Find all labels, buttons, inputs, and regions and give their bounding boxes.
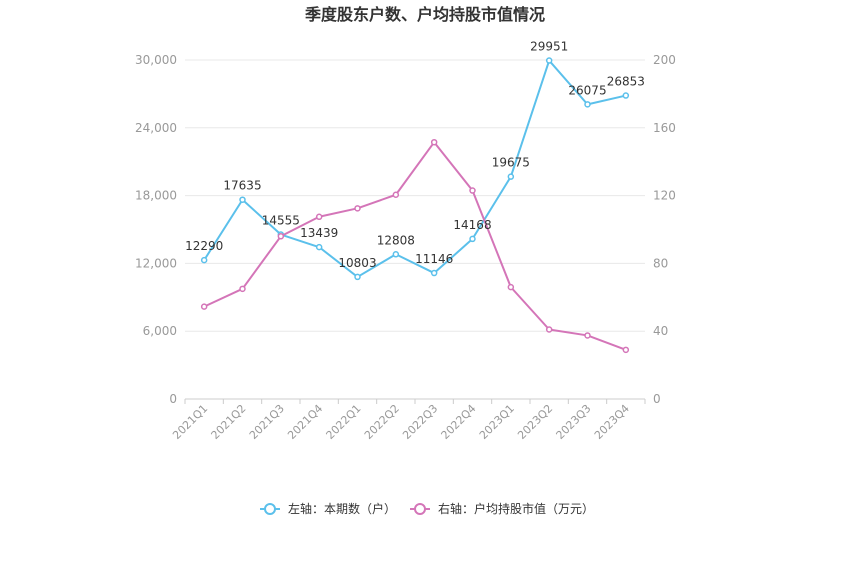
chart-title: 季度股东户数、户均持股市值情况 (304, 5, 545, 24)
left-axis-tick-label: 24,000 (135, 121, 177, 135)
series-lines (200, 57, 630, 354)
data-point (392, 191, 400, 199)
left-axis-tick-label: 30,000 (135, 53, 177, 67)
x-axis-tick-label: 2021Q1 (170, 402, 210, 442)
x-axis-tick-label: 2022Q2 (362, 402, 402, 442)
x-axis-tick-label: 2022Q4 (439, 402, 479, 442)
x-axis-tick-label: 2021Q4 (285, 402, 325, 442)
grid-lines (185, 59, 645, 332)
x-axis-tick-label: 2023Q1 (477, 402, 517, 442)
data-point (622, 92, 630, 99)
x-axis-tick-label: 2023Q3 (554, 402, 594, 442)
left-axis-tick-label: 6,000 (143, 324, 177, 338)
data-label: 10803 (338, 256, 376, 270)
legend-item-holders[interactable]: 左轴：本期数（户） (260, 501, 396, 516)
data-label: 12808 (377, 233, 415, 247)
right-axis-tick-label: 160 (653, 121, 676, 135)
legend-item-market-value[interactable]: 右轴：户均持股市值（万元） (410, 501, 594, 516)
right-axis-tick-label: 120 (653, 189, 676, 203)
data-point (277, 233, 285, 240)
data-label: 12290 (185, 239, 223, 253)
left-axis-tick-label: 12,000 (135, 256, 177, 270)
data-point (315, 213, 323, 221)
data-point (200, 256, 208, 264)
data-point (622, 346, 630, 354)
data-point (430, 269, 438, 277)
x-axis-tick-label: 2022Q3 (400, 402, 440, 442)
legend-swatch-marker (414, 503, 426, 515)
data-point (239, 285, 246, 293)
data-point (315, 243, 323, 251)
data-point (545, 326, 553, 333)
data-label: 17635 (223, 179, 261, 193)
right-axis-tick-label: 200 (653, 53, 676, 67)
data-label: 11146 (415, 252, 453, 266)
left-axis-tick-label: 18,000 (135, 189, 177, 203)
data-point (507, 283, 515, 291)
data-point (469, 235, 476, 243)
right-axis-tick-label: 0 (653, 392, 661, 406)
x-axis-tick-label: 2022Q1 (324, 402, 364, 442)
data-point (200, 303, 208, 310)
data-label: 26075 (568, 83, 606, 97)
right-axis-tick-label: 40 (653, 324, 668, 338)
data-point (354, 273, 361, 281)
legend[interactable]: 左轴：本期数（户） 右轴：户均持股市值（万元） (260, 501, 594, 516)
data-point (545, 57, 553, 64)
left-axis-tick-label: 0 (169, 392, 177, 406)
series-line-holders (203, 59, 627, 278)
data-point (507, 173, 515, 180)
legend-label: 右轴：户均持股市值（万元） (438, 501, 594, 516)
x-axis-tick-label: 2023Q2 (515, 402, 555, 442)
data-point (239, 196, 246, 203)
data-point (584, 101, 591, 108)
data-label: 14168 (453, 218, 491, 232)
x-axis-tick-label: 2021Q2 (209, 402, 249, 442)
data-point (354, 205, 361, 212)
x-axis-tick-label: 2023Q4 (592, 402, 632, 442)
data-point (392, 251, 400, 258)
data-point (469, 187, 476, 194)
right-axis-tick-label: 80 (653, 256, 668, 270)
data-label: 13439 (300, 226, 338, 240)
series-line-market-value (203, 141, 627, 351)
data-label: 29951 (530, 40, 568, 54)
x-axis-tick-label: 2021Q3 (247, 402, 287, 442)
legend-swatch-marker (264, 503, 276, 515)
data-point (584, 332, 591, 339)
legend-label: 左轴：本期数（户） (288, 501, 396, 516)
data-label: 19675 (492, 156, 530, 170)
data-label: 14555 (262, 214, 300, 228)
data-label: 26853 (607, 75, 645, 89)
data-point (430, 138, 438, 146)
